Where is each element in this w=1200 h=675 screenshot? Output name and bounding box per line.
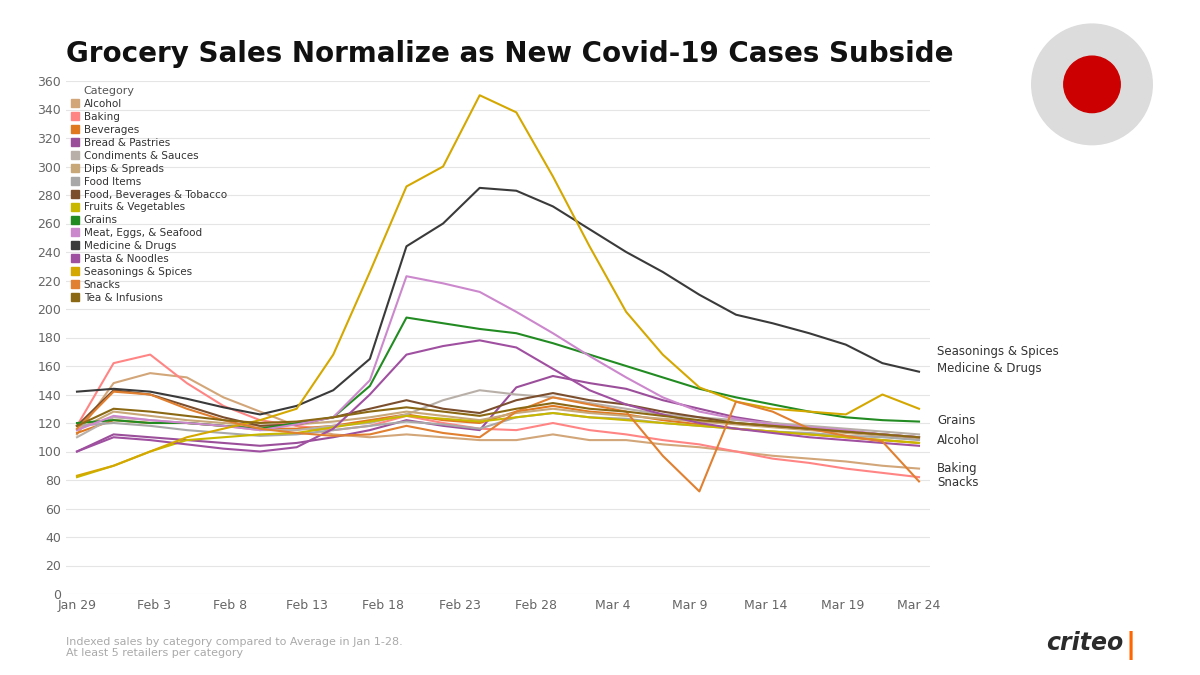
Legend: Category, Alcohol, Baking, Beverages, Bread & Pastries, Condiments & Sauces, Dip: Category, Alcohol, Baking, Beverages, Br… — [71, 86, 227, 303]
Text: |: | — [1126, 631, 1135, 660]
Text: Alcohol: Alcohol — [937, 433, 980, 447]
Text: criteo: criteo — [1046, 630, 1123, 655]
Text: Medicine & Drugs: Medicine & Drugs — [937, 362, 1042, 375]
Text: Grains: Grains — [937, 414, 976, 427]
Text: Grocery Sales Normalize as New Covid-19 Cases Subside: Grocery Sales Normalize as New Covid-19 … — [66, 40, 954, 68]
Text: Baking: Baking — [937, 462, 978, 475]
Text: Indexed sales by category compared to Average in Jan 1-28.
At least 5 retailers : Indexed sales by category compared to Av… — [66, 637, 403, 658]
Circle shape — [1032, 24, 1152, 144]
Text: Seasonings & Spices: Seasonings & Spices — [937, 345, 1060, 358]
Text: Snacks: Snacks — [937, 477, 979, 489]
Circle shape — [1063, 56, 1121, 113]
